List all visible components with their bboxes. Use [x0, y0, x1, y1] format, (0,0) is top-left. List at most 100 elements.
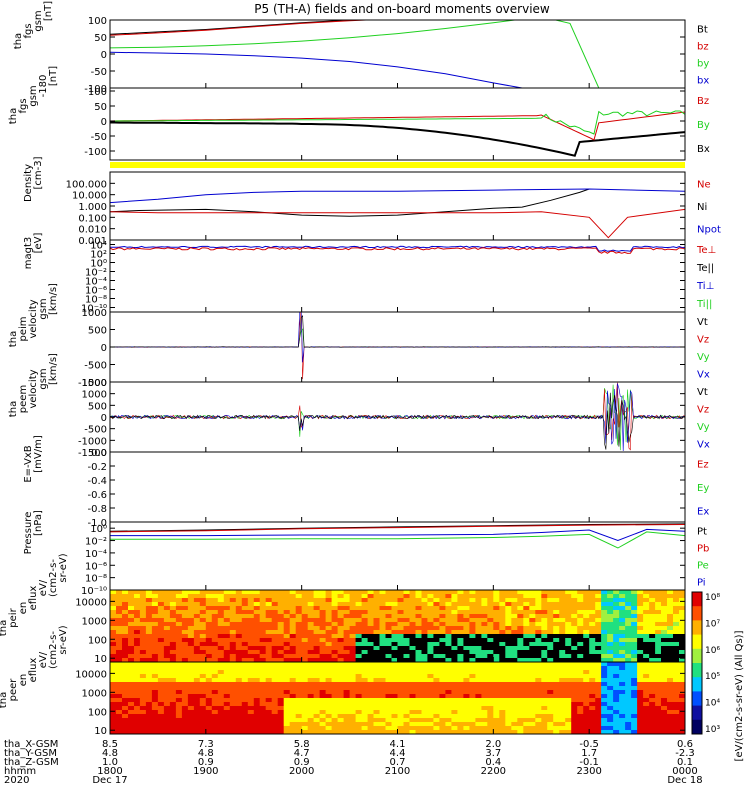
spectrogram-cell: [229, 698, 237, 703]
spectrogram-cell: [523, 634, 530, 639]
spectrogram-cell: [625, 630, 632, 635]
spectrogram-cell: [397, 594, 405, 599]
spectrogram-cell: [415, 658, 423, 662]
spectrogram-cell: [379, 710, 387, 715]
spectrogram-cell: [445, 662, 452, 667]
spectrogram-cell: [463, 618, 470, 623]
legend-bx: bx: [697, 76, 709, 87]
spectrogram-cell: [439, 622, 446, 627]
spectrogram-cell: [409, 690, 417, 695]
y-tick-label: 10⁻¹⁰: [81, 304, 107, 315]
spectrogram-cell: [313, 602, 321, 607]
spectrogram-cell: [217, 670, 225, 675]
spectrogram-cell: [667, 718, 674, 723]
spectrogram-cell: [409, 590, 417, 595]
spectrogram-cell: [337, 726, 345, 731]
spectrogram-cell: [259, 674, 267, 679]
spectrogram-cell: [313, 730, 321, 734]
spectrogram-cell: [277, 666, 285, 671]
spectrogram-cell: [625, 626, 632, 631]
spectrogram-cell: [433, 610, 440, 615]
spectrogram-cell: [319, 590, 327, 595]
spectrogram-cell: [169, 662, 177, 667]
spectrogram-cell: [229, 714, 237, 719]
spectrogram-cell: [355, 718, 363, 723]
spectrogram-cell: [277, 682, 285, 687]
spectrogram-cell: [469, 714, 476, 719]
spectrogram-cell: [301, 710, 309, 715]
spectrogram-cell: [619, 710, 626, 715]
y-tick-label: 10⁻⁴: [85, 549, 107, 560]
spectrogram-cell: [619, 714, 626, 719]
spectrogram-cell: [343, 706, 351, 711]
spectrogram-cell: [535, 590, 542, 595]
spectrogram-cell: [439, 726, 446, 731]
spectrogram-cell: [541, 690, 548, 695]
spectrogram-cell: [307, 594, 315, 599]
spectrogram-cell: [625, 590, 632, 595]
spectrogram-cell: [475, 730, 482, 734]
spectrogram-cell: [649, 626, 656, 631]
spectrogram-cell: [367, 678, 375, 683]
spectrogram-cell: [649, 670, 656, 675]
spectrogram-cell: [475, 666, 482, 671]
spectrogram-cell: [373, 594, 381, 599]
spectrogram-cell: [499, 634, 506, 639]
spectrogram-cell: [116, 710, 123, 715]
spectrogram-cell: [529, 698, 536, 703]
spectrogram-cell: [122, 702, 129, 707]
spectrogram-cell: [223, 650, 231, 655]
spectrogram-cell: [325, 702, 333, 707]
spectrogram-cell: [613, 642, 620, 647]
spectrogram-cell: [481, 594, 488, 599]
spectrogram-cell: [295, 726, 303, 731]
spectrogram-cell: [619, 646, 626, 651]
spectrogram-cell: [595, 626, 602, 631]
spectrogram-cell: [601, 634, 608, 639]
spectrogram-cell: [595, 722, 602, 727]
spectrogram-cell: [325, 606, 333, 611]
spectrogram-cell: [559, 658, 566, 662]
spectrogram-cell: [559, 606, 566, 611]
spectrogram-cell: [247, 642, 255, 647]
spectrogram-cell: [122, 638, 129, 643]
spectrogram-cell: [589, 702, 596, 707]
spectrogram-cell: [553, 650, 560, 655]
spectrogram-cell: [571, 638, 578, 643]
spectrogram-cell: [241, 666, 249, 671]
spectrogram-cell: [205, 698, 213, 703]
legend-Ey: Ey: [697, 483, 709, 494]
spectrogram-cell: [241, 626, 249, 631]
spectrogram-cell: [589, 726, 596, 731]
spectrogram-cell: [553, 594, 560, 599]
y-tick-label: 500: [88, 401, 107, 412]
spectrogram-cell: [199, 682, 207, 687]
spectrogram-cell: [547, 594, 554, 599]
spectrogram-cell: [487, 674, 494, 679]
spectrogram-cell: [517, 614, 524, 619]
spectrogram-cell: [463, 642, 470, 647]
spectrogram-cell: [511, 722, 518, 727]
spectrogram-cell: [134, 646, 141, 651]
spectrogram-cell: [283, 694, 291, 699]
spectrogram-cell: [589, 658, 596, 662]
spectrogram-cell: [409, 718, 417, 723]
spectrogram-cell: [307, 598, 315, 603]
spectrogram-cell: [631, 602, 638, 607]
spectrogram-cell: [445, 694, 452, 699]
spectrogram-cell: [373, 682, 381, 687]
spectrogram-cell: [319, 598, 327, 603]
spectrogram-cell: [607, 674, 614, 679]
spectrogram-cell: [367, 662, 375, 667]
spectrogram-cell: [487, 646, 494, 651]
spectrogram-cell: [499, 618, 506, 623]
spectrogram-cell: [655, 598, 662, 603]
spectrogram-cell: [469, 698, 476, 703]
spectrogram-cell: [247, 702, 255, 707]
spectrogram-cell: [259, 726, 267, 731]
spectrogram-cell: [475, 706, 482, 711]
spectrogram-cell: [193, 714, 201, 719]
spectrogram-cell: [499, 646, 506, 651]
spectrogram-cell: [361, 698, 369, 703]
